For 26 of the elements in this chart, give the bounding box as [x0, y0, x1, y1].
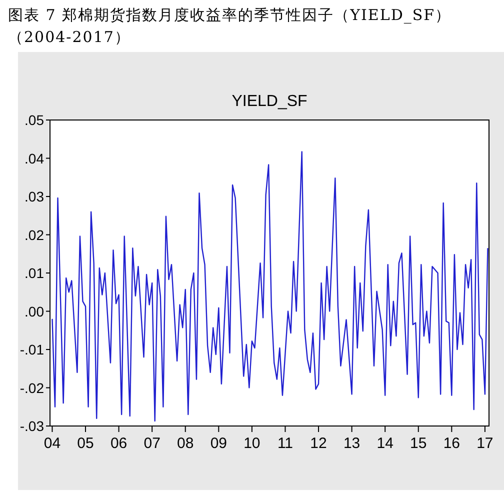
chart-title: 图表 7 郑棉期货指数月度收益率的季节性因子（YIELD_SF）（2004-2017） — [7, 5, 452, 48]
y-tick-label: -.02 — [20, 380, 44, 396]
y-tick-label: .04 — [24, 150, 44, 166]
x-tick-label: 13 — [343, 435, 360, 452]
y-tick-label: .01 — [24, 265, 44, 281]
x-tick-label: 16 — [443, 435, 460, 452]
x-tick-label: 08 — [177, 435, 194, 452]
x-tick-label: 04 — [44, 435, 61, 452]
chart-subtitle: YIELD_SF — [232, 93, 308, 110]
y-tick-label: .03 — [24, 188, 44, 204]
y-tick-label: -.01 — [20, 342, 44, 358]
x-tick-label: 12 — [310, 435, 327, 452]
x-tick-label: 17 — [476, 435, 494, 452]
y-tick-label: .05 — [24, 112, 44, 128]
y-tick-label: -.03 — [20, 418, 44, 434]
x-tick-label: 09 — [210, 435, 227, 452]
x-tick-label: 15 — [410, 435, 427, 452]
x-tick-label: 14 — [376, 435, 394, 452]
x-tick-label: 10 — [244, 435, 260, 452]
x-tick-label: 11 — [277, 435, 294, 452]
y-tick-label: .00 — [24, 303, 44, 320]
x-tick-label: 05 — [77, 435, 94, 452]
y-tick-label: .02 — [24, 226, 44, 243]
x-tick-label: 07 — [144, 435, 160, 452]
x-tick-label: 06 — [110, 435, 128, 452]
line-series — [52, 151, 488, 422]
